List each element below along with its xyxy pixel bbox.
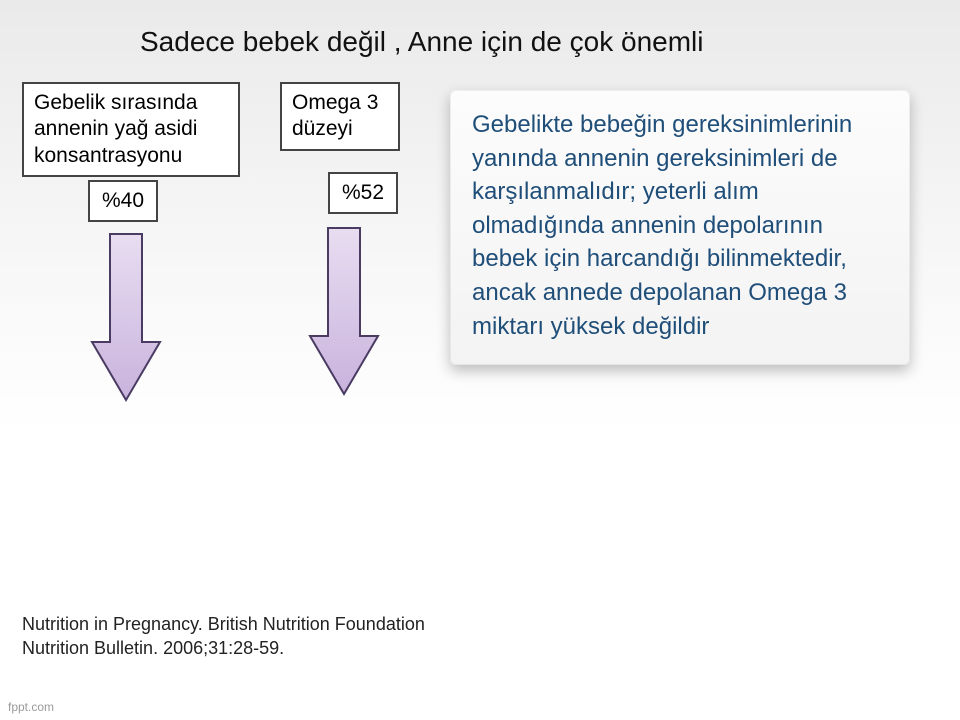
watermark: fppt.com — [8, 700, 54, 714]
slide-title: Sadece bebek değil , Anne için de çok ön… — [140, 26, 704, 58]
box-left-percent: %40 — [88, 180, 158, 222]
box-left-label: Gebelik sırasında annenin yağ asidi kons… — [22, 82, 240, 177]
down-arrow-icon — [308, 226, 380, 401]
callout-panel: Gebelikte bebeğin gereksinimlerinin yanı… — [450, 90, 910, 365]
citation-line: Nutrition in Pregnancy. British Nutritio… — [22, 613, 425, 636]
box-mid-label: Omega 3 düzeyi — [280, 82, 400, 151]
citation-line: Nutrition Bulletin. 2006;31:28-59. — [22, 637, 425, 660]
callout-text: Gebelikte bebeğin gereksinimlerinin yanı… — [472, 111, 852, 340]
box-mid-percent: %52 — [328, 172, 398, 214]
down-arrow-icon — [90, 232, 162, 407]
citation: Nutrition in Pregnancy. British Nutritio… — [22, 613, 425, 660]
